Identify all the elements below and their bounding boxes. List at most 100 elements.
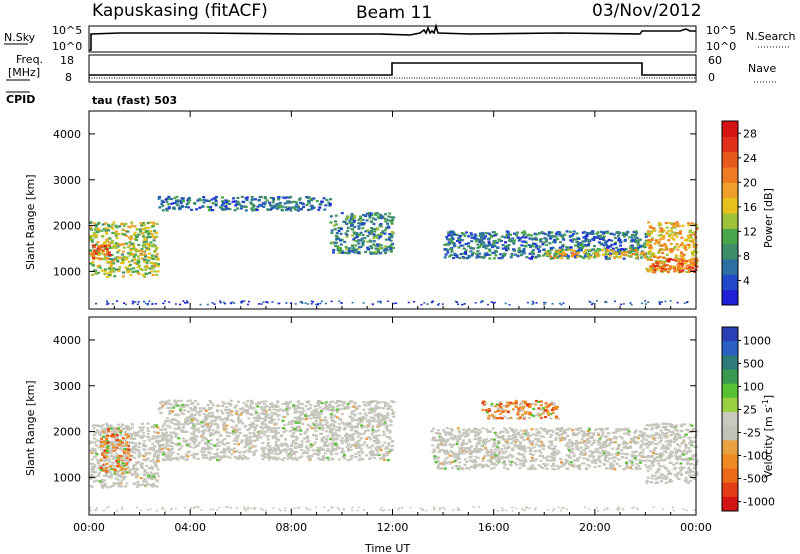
echo-cell	[566, 446, 570, 449]
echo-cell	[476, 243, 480, 246]
echo-cell	[186, 201, 190, 205]
echo-cell	[381, 423, 385, 426]
echo-cell	[388, 233, 392, 236]
echo-cell	[140, 429, 144, 432]
echo-cell	[609, 462, 613, 465]
echo-cell	[167, 455, 171, 458]
echo-cell	[548, 251, 552, 254]
echo-cell	[136, 483, 140, 486]
echo-cell	[382, 453, 386, 456]
echo-cell	[475, 428, 478, 431]
echo-cell	[250, 400, 253, 403]
echo-cell	[320, 447, 324, 450]
echo-region	[157, 399, 396, 462]
echo-cell	[104, 470, 108, 473]
echo-cell	[681, 264, 685, 267]
echo-cell	[376, 227, 379, 230]
echo-cell	[306, 401, 310, 404]
echo-cell	[390, 222, 394, 225]
echo-cell	[287, 423, 291, 426]
echo-cell	[272, 418, 276, 421]
echo-cell	[91, 463, 95, 466]
echo-cell	[203, 419, 207, 422]
echo-cell	[357, 242, 361, 245]
echo-cell	[580, 244, 583, 247]
echo-cell	[267, 448, 270, 451]
echo-cell	[244, 403, 248, 406]
echo-cell	[662, 229, 666, 232]
echo-cell	[129, 236, 133, 240]
echo-cell	[350, 410, 354, 413]
echo-cell	[146, 422, 150, 425]
echo-cell	[613, 256, 616, 259]
echo-cell	[106, 223, 110, 226]
echo-cell	[277, 418, 281, 421]
echo-cell	[305, 196, 309, 199]
echo-cell	[161, 404, 165, 407]
echo-cell	[377, 249, 380, 252]
echo-cell	[679, 251, 683, 254]
echo-cell	[280, 206, 284, 209]
echo-cell	[330, 436, 334, 439]
echo-cell	[446, 238, 450, 241]
echo-cell	[202, 201, 206, 204]
echo-cell	[297, 425, 301, 428]
echo-cell	[297, 416, 301, 419]
echo-cell	[184, 439, 188, 442]
echo-cell	[519, 445, 523, 448]
echo-cell	[392, 415, 396, 418]
echo-cell	[142, 235, 145, 238]
echo-cell	[379, 423, 383, 426]
echo-cell	[357, 418, 361, 421]
echo-cell	[313, 441, 317, 444]
echo-cell	[559, 256, 563, 259]
echo-cell	[337, 458, 341, 461]
colorbar-frame	[721, 120, 739, 306]
echo-cell	[607, 253, 611, 256]
echo-cell	[504, 438, 508, 441]
echo-cell	[326, 426, 330, 429]
echo-cell	[485, 448, 489, 451]
echo-cell	[387, 226, 391, 229]
echo-cell	[372, 233, 376, 236]
echo-cell	[367, 212, 371, 215]
echo-cell	[462, 252, 465, 255]
echo-cell	[124, 258, 128, 261]
echo-cell	[348, 415, 352, 418]
echo-cell	[604, 241, 607, 244]
echo-cell	[93, 464, 97, 467]
echo-cell	[589, 301, 592, 303]
echo-cell	[326, 435, 330, 438]
echo-cell	[161, 437, 165, 440]
echo-cell	[109, 455, 113, 458]
echo-cell	[691, 269, 695, 272]
echo-cell	[470, 240, 474, 243]
echo-cell	[630, 454, 634, 457]
echo-cell	[486, 253, 490, 256]
echo-cell	[481, 459, 485, 462]
echo-cell	[222, 421, 226, 424]
echo-cell	[558, 241, 562, 244]
echo-cell	[90, 447, 94, 450]
echo-cell	[163, 438, 167, 441]
echo-cell	[451, 466, 454, 469]
echo-cell	[655, 264, 659, 267]
echo-cell	[248, 432, 252, 435]
echo-cell	[258, 431, 262, 435]
echo-cell	[506, 230, 510, 234]
echo-cell	[142, 245, 146, 248]
echo-cell	[145, 272, 148, 276]
echo-cell	[123, 455, 127, 458]
echo-cell	[114, 246, 118, 249]
echo-cell	[502, 466, 506, 469]
colorbar-tick-label: 4	[743, 274, 750, 287]
echo-cell	[539, 427, 543, 430]
echo-cell	[364, 214, 368, 218]
echo-cell	[501, 244, 505, 247]
echo-cell	[152, 254, 156, 257]
echo-cell	[114, 452, 118, 455]
echo-cell	[666, 271, 670, 274]
echo-cell	[204, 429, 207, 432]
echo-cell	[187, 206, 191, 209]
echo-cell	[462, 257, 466, 260]
